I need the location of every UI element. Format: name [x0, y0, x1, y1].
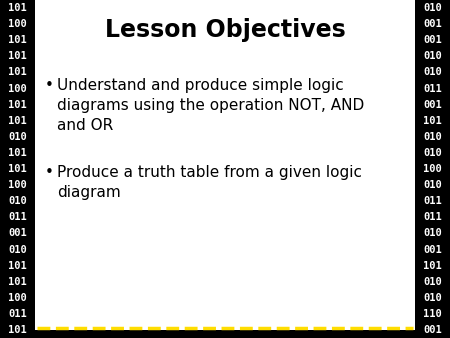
Text: 011: 011 — [8, 309, 27, 319]
Text: 101: 101 — [8, 67, 27, 77]
Text: 010: 010 — [8, 196, 27, 206]
Text: 010: 010 — [423, 51, 442, 61]
Text: 101: 101 — [8, 3, 27, 13]
Text: 010: 010 — [423, 180, 442, 190]
Text: 100: 100 — [8, 19, 27, 29]
Text: 011: 011 — [423, 212, 442, 222]
Text: 010: 010 — [423, 148, 442, 158]
Text: 010: 010 — [423, 228, 442, 238]
Text: 101: 101 — [8, 100, 27, 110]
Text: Produce a truth table from a given logic
diagram: Produce a truth table from a given logic… — [57, 165, 362, 200]
Text: •: • — [45, 78, 54, 93]
Text: 100: 100 — [8, 180, 27, 190]
Text: 101: 101 — [8, 51, 27, 61]
Text: 101: 101 — [423, 261, 442, 271]
Text: 001: 001 — [423, 35, 442, 45]
Text: 101: 101 — [423, 116, 442, 126]
Text: 101: 101 — [8, 35, 27, 45]
Text: 001: 001 — [423, 19, 442, 29]
Text: Lesson Objectives: Lesson Objectives — [104, 18, 346, 42]
Text: 010: 010 — [8, 244, 27, 255]
Text: 101: 101 — [8, 325, 27, 335]
Bar — [35, 0, 415, 330]
Text: 010: 010 — [423, 277, 442, 287]
Text: 001: 001 — [423, 100, 442, 110]
Text: 011: 011 — [8, 212, 27, 222]
Text: 100: 100 — [8, 83, 27, 94]
Text: 101: 101 — [8, 277, 27, 287]
Text: 001: 001 — [8, 228, 27, 238]
Text: 011: 011 — [423, 83, 442, 94]
Text: 010: 010 — [423, 3, 442, 13]
Text: 010: 010 — [8, 132, 27, 142]
Text: 001: 001 — [423, 325, 442, 335]
Text: Understand and produce simple logic
diagrams using the operation NOT, AND
and OR: Understand and produce simple logic diag… — [57, 78, 364, 132]
Text: 100: 100 — [423, 164, 442, 174]
Text: •: • — [45, 165, 54, 180]
Text: 100: 100 — [8, 293, 27, 303]
Text: 101: 101 — [8, 164, 27, 174]
Text: 110: 110 — [423, 309, 442, 319]
Text: 011: 011 — [423, 196, 442, 206]
Text: 101: 101 — [8, 261, 27, 271]
Text: 010: 010 — [423, 67, 442, 77]
Text: 001: 001 — [423, 244, 442, 255]
Text: 101: 101 — [8, 116, 27, 126]
Text: 010: 010 — [423, 132, 442, 142]
Text: 010: 010 — [423, 293, 442, 303]
Text: 101: 101 — [8, 148, 27, 158]
